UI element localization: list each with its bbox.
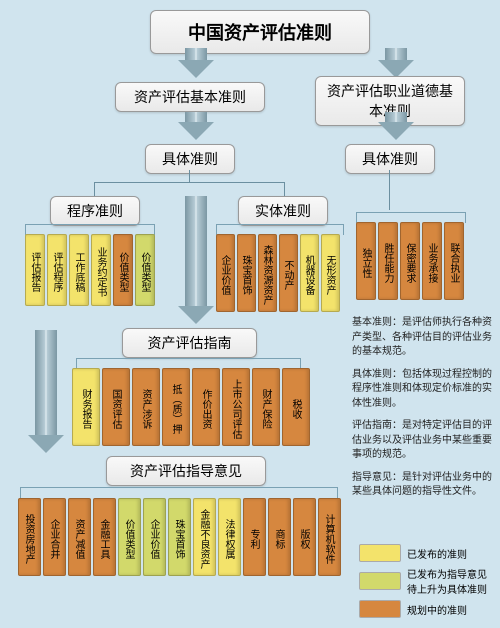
guide-bars-item-7: 税收 xyxy=(282,368,310,446)
entity-bars-item-4: 机器设备 xyxy=(300,234,319,312)
ethics-bars-item-4: 联合执业 xyxy=(444,222,464,300)
opinion-bars-item-5: 企业价值 xyxy=(143,498,166,576)
ethics-bars: 独立性胜任能力保密要求业务承接联合执业 xyxy=(356,222,464,300)
bracket-opinion xyxy=(20,487,338,497)
specific-right-label: 具体准则 xyxy=(362,149,418,169)
conn xyxy=(389,170,390,210)
arrow-title-right xyxy=(378,48,414,78)
notes-block: 基本准则：是评估师执行各种资产类型、各种评估目的评估业务的基本规范。 具体准则：… xyxy=(352,316,492,508)
guide-bars-item-4: 作价出资 xyxy=(192,368,220,446)
opinion-bars-item-11: 版权 xyxy=(293,498,316,576)
guide-bars: 财务报告国资评估资产涉诉抵（质）押作价出资上市公司评估财产保险税收 xyxy=(72,368,310,446)
bracket-procedure xyxy=(25,224,155,234)
guide-bars-item-2: 资产涉诉 xyxy=(132,368,160,446)
opinion-bars-item-12: 计算机软件 xyxy=(318,498,341,576)
procedure-bars-item-0: 评估报告 xyxy=(25,234,45,306)
arrow-l2-right xyxy=(378,112,414,140)
basic-standard-box: 资产评估基本准则 xyxy=(115,82,265,112)
entity-bars-item-3: 不动产 xyxy=(279,234,298,312)
arrow-big-1 xyxy=(178,196,214,324)
legend: 已发布的准则已发布为指导意见 待上升为具体准则规划中的准则 xyxy=(359,544,492,622)
opinion-bars-item-10: 商标 xyxy=(268,498,291,576)
note-2: 具体准则：包括体现过程控制的程序性准则和体现定价标准的实体性准则。 xyxy=(352,368,492,412)
legend-swatch-2 xyxy=(359,600,401,618)
conn xyxy=(189,170,190,182)
ethics-bars-item-3: 业务承接 xyxy=(422,222,442,300)
procedure-bars-item-3: 业务约定书 xyxy=(91,234,111,306)
legend-swatch-1 xyxy=(359,572,401,590)
note-4: 指导意见：是针对评估业务中的某些具体问题的指导性文件。 xyxy=(352,471,492,500)
opinion-bars-item-4: 价值类型 xyxy=(118,498,141,576)
opinion-bars: 投资房地产企业合并资产减值金融工具价值类型企业价值珠宝首饰金融不良资产法律权属专… xyxy=(18,498,341,576)
opinion-bars-item-0: 投资房地产 xyxy=(18,498,41,576)
conn xyxy=(284,182,285,196)
legend-label-1: 已发布为指导意见 待上升为具体准则 xyxy=(407,566,492,596)
specific-right-box: 具体准则 xyxy=(345,144,435,174)
basic-standard-label: 资产评估基本准则 xyxy=(134,87,246,107)
note-1: 基本准则：是评估师执行各种资产类型、各种评估目的评估业务的基本规范。 xyxy=(352,316,492,360)
note-3: 评估指南：是对特定评估目的评估业务以及评估业务中某些重要事项的规范。 xyxy=(352,419,492,463)
specific-left-label: 具体准则 xyxy=(162,149,218,169)
arrow-l2-left xyxy=(178,112,214,140)
entity-bars-item-2: 森林资源资产 xyxy=(258,234,277,312)
entity-bars: 企业价值珠宝首饰森林资源资产不动产机器设备无形资产 xyxy=(216,234,340,312)
specific-left-box: 具体准则 xyxy=(145,144,235,174)
procedure-bars-item-4: 价值类型 xyxy=(113,234,133,306)
ethics-bars-item-0: 独立性 xyxy=(356,222,376,300)
ethics-bars-item-2: 保密要求 xyxy=(400,222,420,300)
procedure-bars-item-1: 评估程序 xyxy=(47,234,67,306)
opinion-label: 资产评估指导意见 xyxy=(130,461,242,481)
legend-item-2: 规划中的准则 xyxy=(359,600,492,618)
opinion-bars-item-6: 珠宝首饰 xyxy=(168,498,191,576)
legend-label-0: 已发布的准则 xyxy=(407,546,492,561)
bracket-entity xyxy=(216,224,344,234)
ethics-bars-item-1: 胜任能力 xyxy=(378,222,398,300)
procedure-bars-item-2: 工作底稿 xyxy=(69,234,89,306)
procedure-bars: 评估报告评估程序工作底稿业务约定书价值类型价值类型 xyxy=(25,234,155,306)
guide-bars-item-5: 上市公司评估 xyxy=(222,368,250,446)
opinion-bars-item-8: 法律权属 xyxy=(218,498,241,576)
entity-label: 实体准则 xyxy=(255,201,311,221)
guide-bars-item-0: 财务报告 xyxy=(72,368,100,446)
guide-bars-item-1: 国资评估 xyxy=(102,368,130,446)
title-text: 中国资产评估准则 xyxy=(188,19,332,45)
procedure-box: 程序准则 xyxy=(50,196,140,226)
bracket-guide xyxy=(76,358,301,368)
arrow-big-2 xyxy=(28,330,64,453)
opinion-bars-item-2: 资产减值 xyxy=(68,498,91,576)
opinion-bars-item-7: 金融不良资产 xyxy=(193,498,216,576)
guide-label: 资产评估指南 xyxy=(148,333,232,353)
conn xyxy=(94,182,95,196)
legend-item-0: 已发布的准则 xyxy=(359,544,492,562)
bracket-ethics xyxy=(356,212,466,222)
opinion-box: 资产评估指导意见 xyxy=(106,456,266,486)
opinion-bars-item-1: 企业合并 xyxy=(43,498,66,576)
entity-bars-item-1: 珠宝首饰 xyxy=(237,234,256,312)
opinion-bars-item-9: 专利 xyxy=(243,498,266,576)
procedure-label: 程序准则 xyxy=(67,201,123,221)
legend-label-2: 规划中的准则 xyxy=(407,602,492,617)
guide-box: 资产评估指南 xyxy=(122,328,257,358)
procedure-bars-item-5: 价值类型 xyxy=(135,234,155,306)
guide-bars-item-6: 财产保险 xyxy=(252,368,280,446)
arrow-title-left xyxy=(178,48,214,78)
entity-box: 实体准则 xyxy=(238,196,328,226)
conn xyxy=(94,182,284,183)
guide-bars-item-3: 抵（质）押 xyxy=(162,368,190,446)
entity-bars-item-5: 无形资产 xyxy=(321,234,340,312)
entity-bars-item-0: 企业价值 xyxy=(216,234,235,312)
legend-swatch-0 xyxy=(359,544,401,562)
legend-item-1: 已发布为指导意见 待上升为具体准则 xyxy=(359,566,492,596)
opinion-bars-item-3: 金融工具 xyxy=(93,498,116,576)
